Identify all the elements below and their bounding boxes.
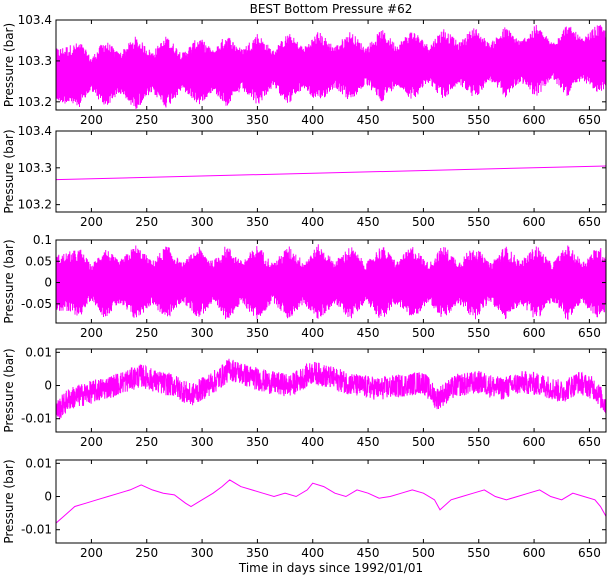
plot-frame — [55, 19, 607, 111]
y-tick-label: 103.2 — [18, 95, 52, 109]
x-tick-label: 650 — [578, 326, 601, 340]
x-tick-label: 200 — [80, 546, 103, 560]
x-tick-label: 550 — [467, 546, 490, 560]
y-axis-label: Pressure (bar) — [2, 348, 16, 432]
y-tick-label: 103.4 — [18, 124, 52, 138]
x-tick-label: 300 — [191, 435, 214, 449]
x-tick-label: 450 — [357, 546, 380, 560]
x-tick-label: 500 — [412, 326, 435, 340]
x-tick-label: 350 — [246, 215, 269, 229]
y-tick-label: 103.3 — [18, 54, 52, 68]
x-tick-label: 600 — [523, 435, 546, 449]
plot-frame — [55, 130, 607, 213]
series-line — [56, 244, 606, 320]
x-tick-label: 500 — [412, 215, 435, 229]
y-tick-label: 0.01 — [25, 456, 52, 470]
x-tick-label: 500 — [412, 546, 435, 560]
x-tick-label: 250 — [135, 326, 158, 340]
panel-1-data — [56, 24, 606, 110]
x-tick-label: 300 — [191, 113, 214, 127]
panel-3: 200 250 300 350 400 450 500 550 600 650 -0.05 0 0.05… — [2, 233, 607, 340]
x-tick-label: 200 — [80, 435, 103, 449]
y-tick-label: 0.01 — [25, 345, 52, 359]
panel-5: 200 250 300 350 400 450 500 550 600 650 -0.01 0 0.01… — [2, 456, 607, 560]
x-tick-label: 500 — [412, 435, 435, 449]
x-axis-label: Time in days since 1992/01/01 — [238, 561, 423, 575]
x-tick-label: 400 — [301, 435, 324, 449]
x-tick-label: 600 — [523, 546, 546, 560]
x-tick-label: 450 — [357, 326, 380, 340]
y-tick-label: 0 — [44, 276, 52, 290]
y-tick-label: -0.01 — [21, 523, 52, 537]
y-axis-label: Pressure (bar) — [2, 239, 16, 323]
x-tick-label: 550 — [467, 113, 490, 127]
plot-frame — [55, 348, 607, 433]
x-tick-label: 650 — [578, 546, 601, 560]
y-axis-label: Pressure (bar) — [2, 129, 16, 213]
x-tick-label: 350 — [246, 435, 269, 449]
x-tick-label: 450 — [357, 215, 380, 229]
x-tick-label: 600 — [523, 215, 546, 229]
y-tick-label: 103.2 — [18, 198, 52, 212]
x-tick-label: 400 — [301, 546, 324, 560]
y-tick-label: 103.3 — [18, 161, 52, 175]
x-tick-label: 550 — [467, 215, 490, 229]
x-tick-label: 300 — [191, 215, 214, 229]
y-tick-label: 0 — [44, 379, 52, 393]
x-tick-label: 400 — [301, 113, 324, 127]
x-tick-label: 400 — [301, 326, 324, 340]
panels: 200 250 300 350 400 450 500 550 600 650 103.2 103.3… — [2, 13, 607, 560]
plot-frame — [55, 459, 607, 544]
x-tick-label: 650 — [578, 435, 601, 449]
x-tick-label: 650 — [578, 215, 601, 229]
series-line — [56, 479, 606, 524]
panel-5-data — [56, 479, 606, 524]
series-line — [56, 24, 606, 110]
plot-frame — [55, 239, 607, 324]
y-tick-label: -0.01 — [21, 412, 52, 426]
y-axis-label: Pressure (bar) — [2, 459, 16, 543]
x-tick-label: 200 — [80, 326, 103, 340]
y-tick-label: -0.05 — [21, 297, 52, 311]
x-tick-label: 250 — [135, 435, 158, 449]
x-tick-label: 550 — [467, 435, 490, 449]
y-tick-label: 0.05 — [25, 254, 52, 268]
x-tick-label: 200 — [80, 215, 103, 229]
y-axis-label: Pressure (bar) — [2, 23, 16, 107]
x-tick-label: 350 — [246, 546, 269, 560]
x-tick-label: 550 — [467, 326, 490, 340]
y-tick-label: 103.4 — [18, 13, 52, 27]
x-tick-label: 650 — [578, 113, 601, 127]
x-tick-label: 300 — [191, 546, 214, 560]
panel-1: 200 250 300 350 400 450 500 550 600 650 103.2 103.3… — [2, 13, 607, 127]
x-tick-label: 400 — [301, 215, 324, 229]
series-line — [56, 165, 606, 181]
x-tick-label: 600 — [523, 113, 546, 127]
x-tick-label: 350 — [246, 113, 269, 127]
x-tick-label: 350 — [246, 326, 269, 340]
figure-title: BEST Bottom Pressure #62 — [250, 2, 413, 16]
y-tick-label: 0.1 — [33, 233, 52, 247]
y-tick-label: 0 — [44, 490, 52, 504]
x-tick-label: 600 — [523, 326, 546, 340]
x-tick-label: 450 — [357, 435, 380, 449]
panel-2: 200 250 300 350 400 450 500 550 600 650 103.2 103.3… — [2, 124, 607, 229]
panel-4-data — [56, 358, 606, 422]
panel-3-data — [56, 244, 606, 320]
x-tick-label: 250 — [135, 546, 158, 560]
panel-4: 200 250 300 350 400 450 500 550 600 650 -0.01 0 0.01… — [2, 345, 607, 449]
x-tick-label: 250 — [135, 215, 158, 229]
panel-2-data — [56, 165, 606, 181]
x-tick-label: 250 — [135, 113, 158, 127]
series-line — [56, 358, 606, 422]
x-tick-label: 450 — [357, 113, 380, 127]
x-tick-label: 500 — [412, 113, 435, 127]
x-tick-label: 300 — [191, 326, 214, 340]
x-tick-label: 200 — [80, 113, 103, 127]
